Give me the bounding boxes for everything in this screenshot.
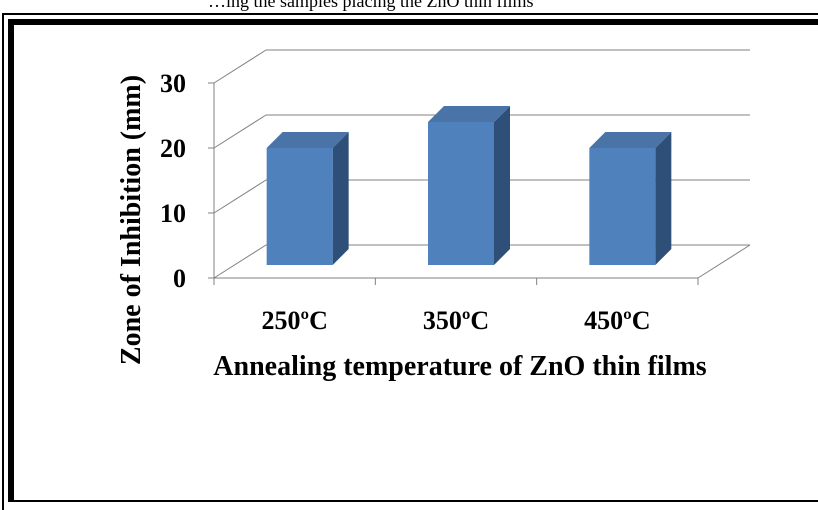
floor-right-edge: [697, 244, 751, 279]
bar-side: [655, 132, 672, 265]
x-tick-labels: 250ºC 350ºC 450ºC: [261, 306, 650, 335]
frame-outer: [2, 13, 818, 510]
y-tick-label: 0: [173, 264, 186, 293]
frame-inner: [8, 19, 818, 502]
bar: [428, 106, 510, 265]
bar: [266, 132, 349, 265]
bars: [266, 106, 672, 265]
bar-top: [428, 106, 510, 122]
grid-diagonal: [213, 179, 267, 214]
y-tick-labels: 0 10 20 30: [160, 69, 186, 293]
y-tick-label: 10: [160, 199, 186, 228]
y-tick-label: 30: [160, 69, 186, 98]
bar-side: [332, 132, 349, 265]
x-axis-title: Annealing temperature of ZnO thin films: [213, 351, 706, 382]
bar-side: [494, 106, 510, 265]
bar-top: [589, 132, 672, 148]
bar: [589, 132, 672, 265]
x-tick-label: 350ºC: [423, 306, 489, 335]
y-tick-label: 20: [160, 134, 186, 163]
y-axis-title: Zone of Inhibition (mm): [116, 75, 147, 365]
bar-front: [428, 122, 494, 265]
bar-front: [589, 148, 656, 265]
x-tick-label: 250ºC: [261, 306, 327, 335]
grid-diagonal: [213, 114, 267, 149]
bar-front: [266, 148, 333, 265]
grid-diagonal: [213, 49, 267, 84]
grid-diagonal: [213, 244, 267, 279]
bar-top: [266, 132, 349, 148]
x-tick-label: 450ºC: [584, 306, 650, 335]
figure-caption: …ing the samples placing the ZnO thin fi…: [208, 0, 534, 11]
